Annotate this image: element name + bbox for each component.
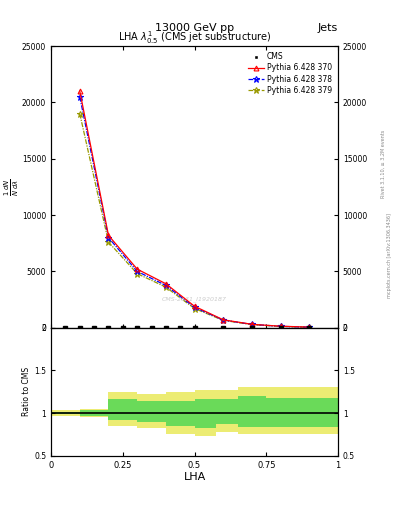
Pythia 6.428 370 [250,321,254,327]
Pythia 6.428 370 [135,266,140,272]
Pythia 6.428 379 [192,306,197,312]
Pythia 6.428 370 [106,232,111,239]
Line: Pythia 6.428 379: Pythia 6.428 379 [77,111,312,330]
Pythia 6.428 379 [307,324,312,330]
Text: 13000 GeV pp: 13000 GeV pp [155,23,234,33]
CMS [92,325,97,331]
CMS [178,325,183,331]
CMS [106,325,111,331]
CMS [221,325,226,331]
Pythia 6.428 370 [307,324,312,330]
Pythia 6.428 379 [278,324,283,330]
Pythia 6.428 378 [192,304,197,310]
Legend: CMS, Pythia 6.428 370, Pythia 6.428 378, Pythia 6.428 379: CMS, Pythia 6.428 370, Pythia 6.428 378,… [246,50,334,97]
Pythia 6.428 370 [77,88,82,94]
Pythia 6.428 379 [250,322,254,328]
Text: Jets: Jets [318,23,338,33]
Pythia 6.428 370 [278,323,283,329]
Pythia 6.428 370 [221,317,226,323]
Pythia 6.428 370 [163,281,168,287]
Pythia 6.428 379 [135,270,140,276]
Pythia 6.428 378 [307,324,312,330]
Pythia 6.428 378 [221,317,226,323]
CMS [307,325,312,331]
Pythia 6.428 378 [106,234,111,241]
Pythia 6.428 379 [163,284,168,290]
Text: mcplots.cern.ch [arXiv:1306.3436]: mcplots.cern.ch [arXiv:1306.3436] [387,214,391,298]
Pythia 6.428 378 [77,94,82,100]
CMS [250,325,254,331]
Text: Rivet 3.1.10, ≥ 3.2M events: Rivet 3.1.10, ≥ 3.2M events [381,130,386,198]
Pythia 6.428 378 [163,283,168,289]
Pythia 6.428 379 [106,239,111,245]
CMS [135,325,140,331]
Pythia 6.428 379 [221,317,226,324]
CMS [278,325,283,331]
Line: CMS: CMS [64,326,311,329]
CMS [63,325,68,331]
Pythia 6.428 378 [278,323,283,329]
CMS [192,325,197,331]
CMS [163,325,168,331]
Y-axis label: $\frac{1}{N}\frac{dN}{d\lambda}$: $\frac{1}{N}\frac{dN}{d\lambda}$ [2,178,20,196]
Text: CMS-2031_I1920187: CMS-2031_I1920187 [162,296,227,303]
CMS [77,325,82,331]
Line: Pythia 6.428 370: Pythia 6.428 370 [77,89,312,330]
Pythia 6.428 378 [135,268,140,274]
CMS [149,325,154,331]
Pythia 6.428 379 [77,111,82,117]
Y-axis label: Ratio to CMS: Ratio to CMS [22,367,31,416]
CMS [120,325,125,331]
Title: LHA $\lambda^{1}_{0.5}$ (CMS jet substructure): LHA $\lambda^{1}_{0.5}$ (CMS jet substru… [118,29,271,46]
X-axis label: LHA: LHA [184,472,206,482]
Pythia 6.428 378 [250,322,254,328]
Line: Pythia 6.428 378: Pythia 6.428 378 [77,94,312,330]
Pythia 6.428 370 [192,303,197,309]
